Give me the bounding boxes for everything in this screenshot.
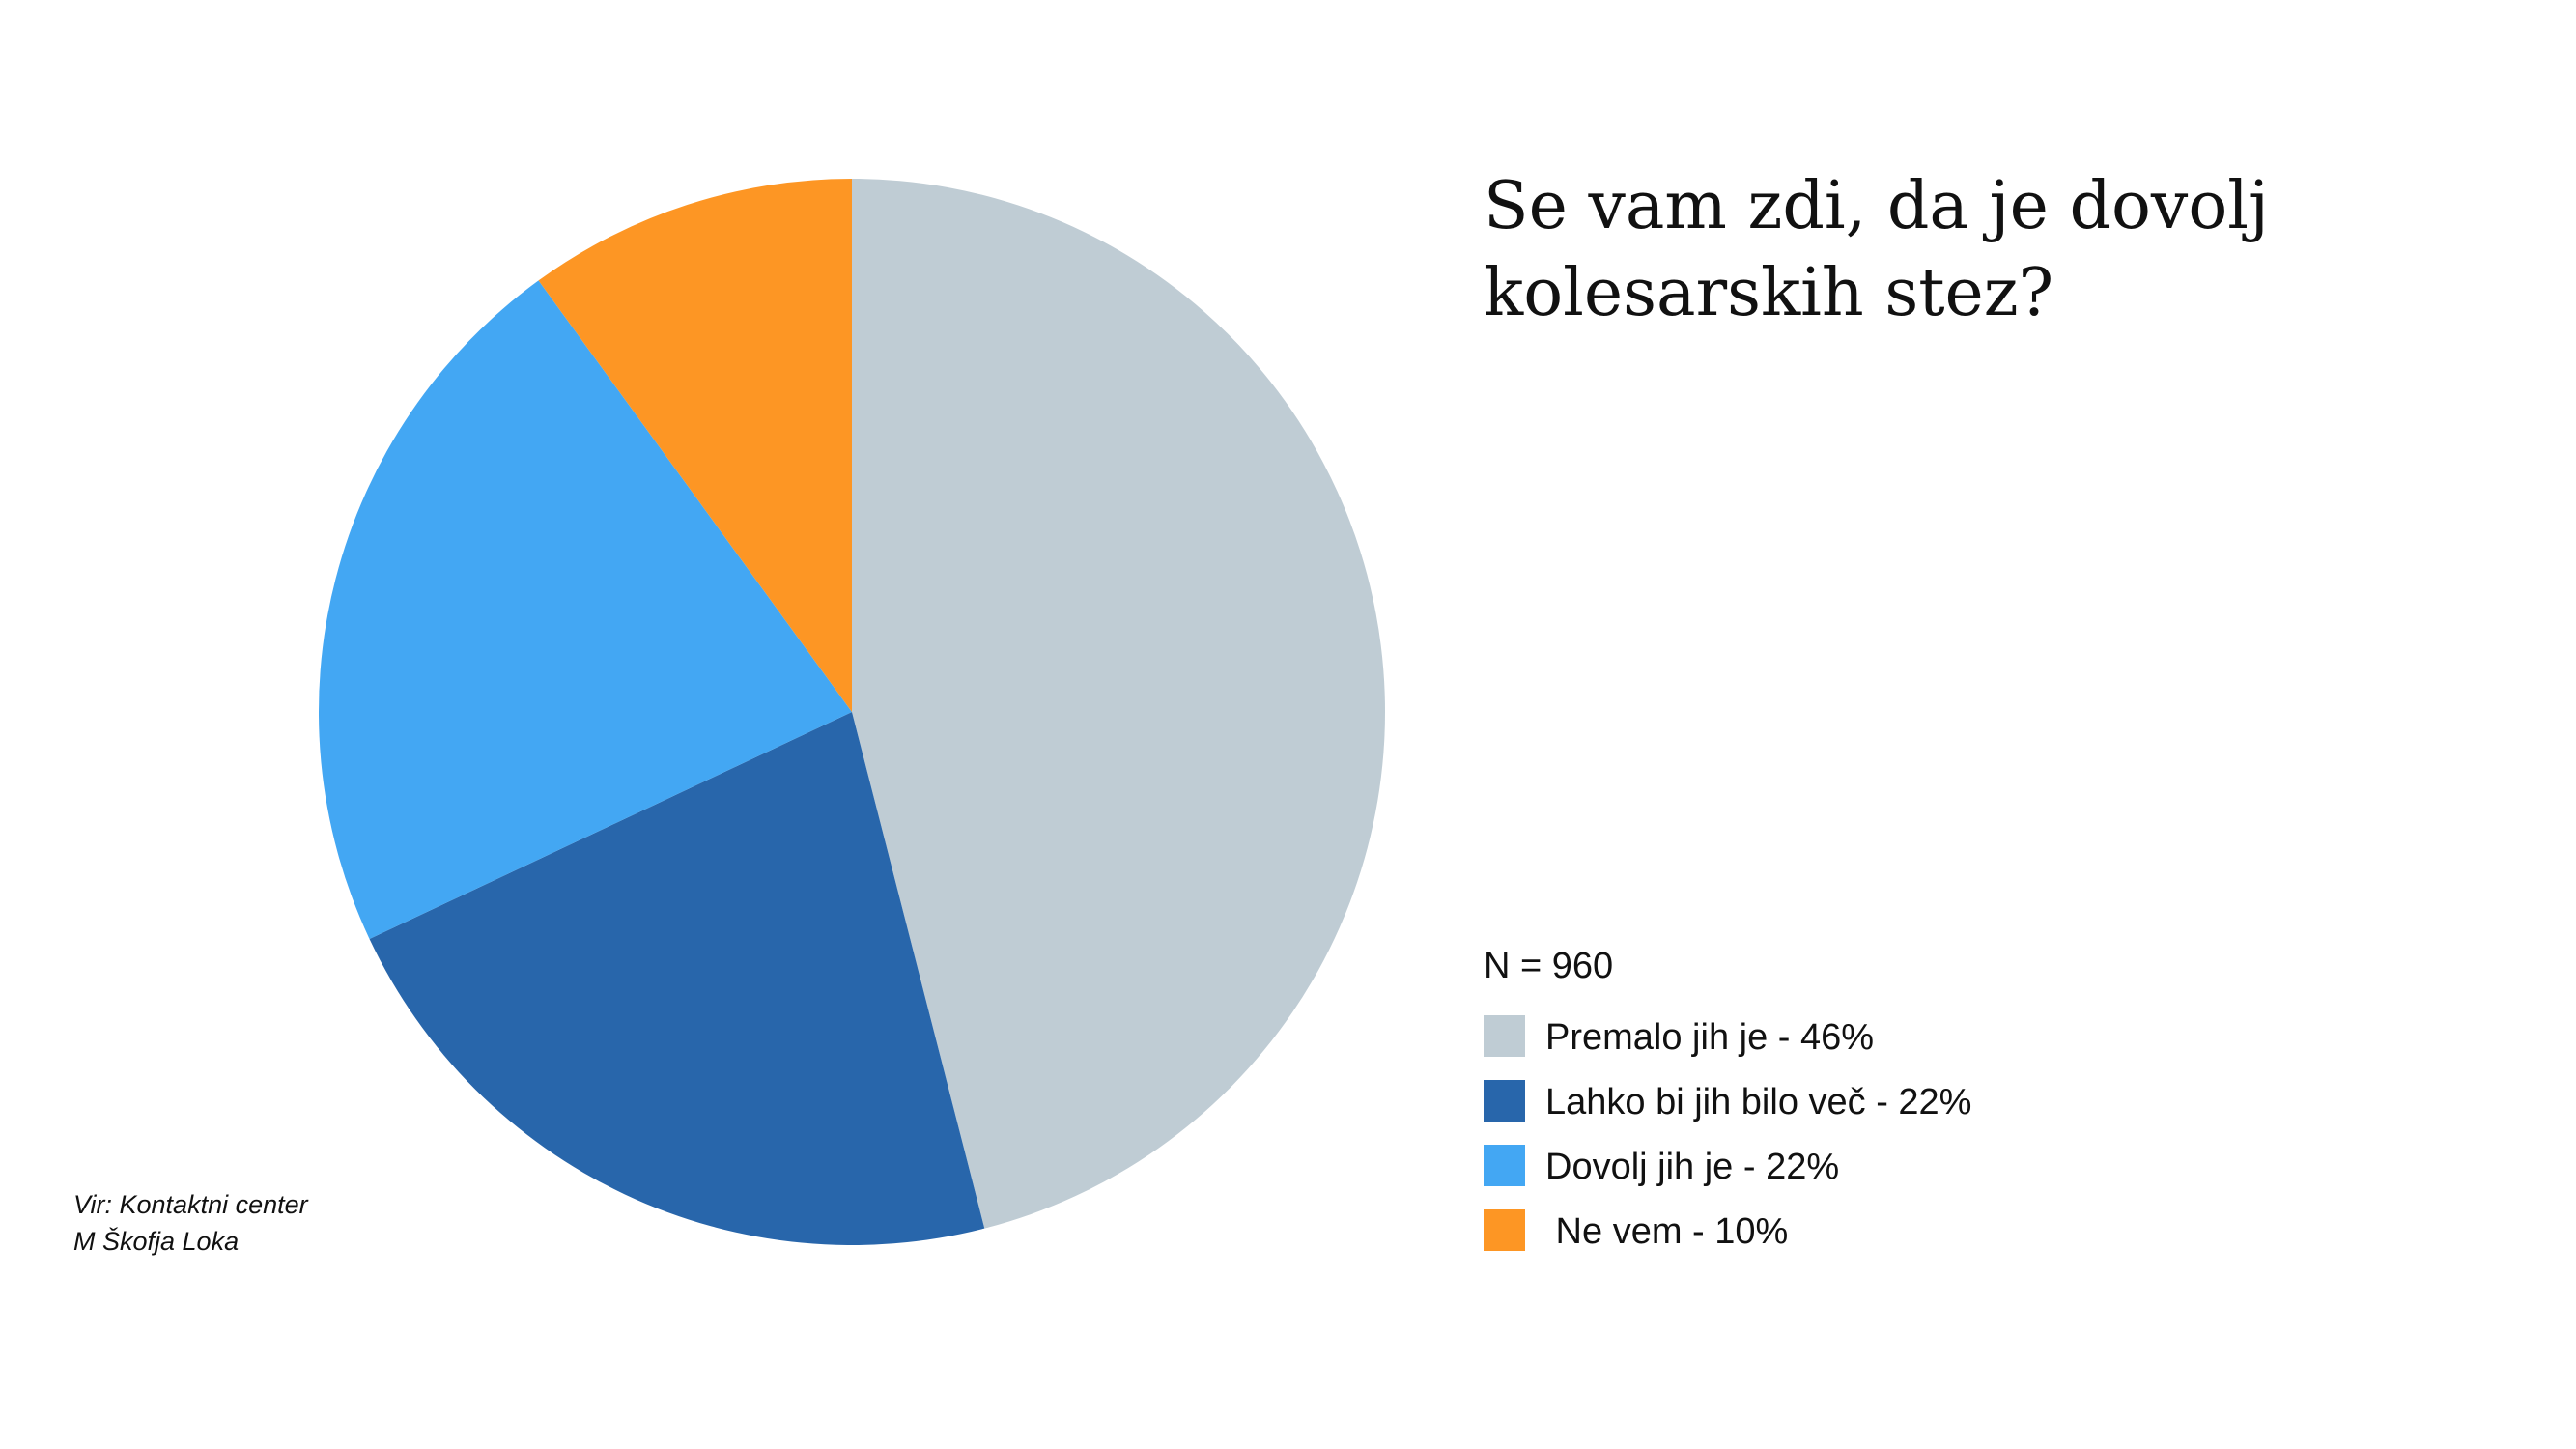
chart-title: kolesarskih stez? xyxy=(1484,255,2053,331)
legend-label: Ne vem - 10% xyxy=(1545,1211,1788,1252)
legend-label: Lahko bi jih bilo več - 22% xyxy=(1545,1082,1971,1122)
legend-swatch xyxy=(1484,1145,1525,1186)
pie-slice xyxy=(852,179,1386,1229)
pie-slice xyxy=(319,280,852,940)
sample-size-note: N = 960 xyxy=(1484,946,1613,986)
pie-slice xyxy=(538,179,852,712)
legend-swatch xyxy=(1484,1015,1525,1057)
source-note: M Škofja Loka xyxy=(73,1226,239,1256)
legend-label: Dovolj jih je - 22% xyxy=(1545,1147,1839,1187)
chart-title: Se vam zdi, da je dovolj xyxy=(1484,168,2269,244)
legend-label: Premalo jih je - 46% xyxy=(1545,1017,1874,1058)
legend-swatch xyxy=(1484,1209,1525,1251)
source-note: Vir: Kontaktni center xyxy=(73,1190,309,1219)
pie-slice xyxy=(369,712,985,1245)
legend-swatch xyxy=(1484,1080,1525,1122)
